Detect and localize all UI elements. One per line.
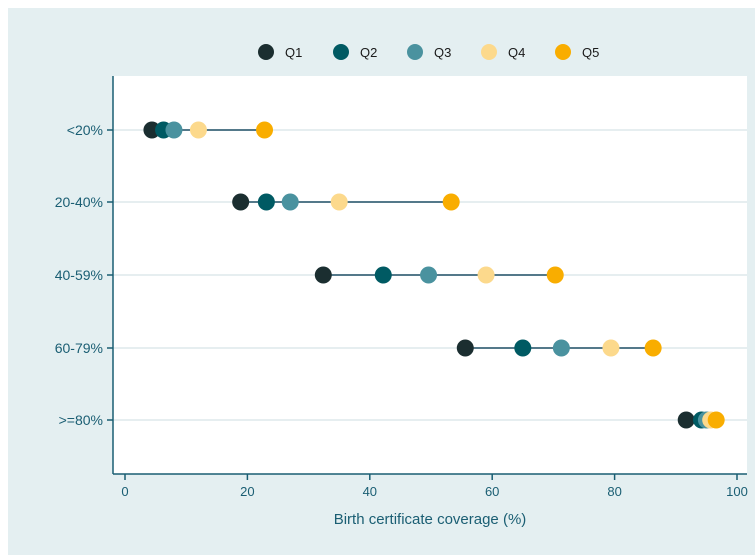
legend-label-q1: Q1 — [285, 45, 302, 60]
data-point-q3 — [552, 339, 570, 357]
category-label: >=80% — [59, 412, 103, 428]
data-point-q3 — [420, 266, 438, 284]
data-point-q4 — [189, 121, 207, 139]
data-point-q1 — [456, 339, 474, 357]
legend-label-q5: Q5 — [582, 45, 599, 60]
x-tick-label: 60 — [485, 484, 499, 499]
data-point-q5 — [644, 339, 662, 357]
legend-marker-q3 — [407, 44, 423, 60]
data-point-q5 — [546, 266, 564, 284]
axes — [107, 76, 747, 480]
data-point-q1 — [677, 411, 695, 429]
legend-marker-q5 — [555, 44, 571, 60]
data-point-q4 — [477, 266, 495, 284]
data-point-q5 — [442, 193, 460, 211]
data-point-q3 — [281, 193, 299, 211]
data-point-q2 — [514, 339, 532, 357]
category-label: 20-40% — [55, 194, 103, 210]
data-points — [143, 121, 725, 429]
data-point-q5 — [707, 411, 725, 429]
data-point-q4 — [602, 339, 620, 357]
data-point-q2 — [374, 266, 392, 284]
x-tick-label: 20 — [240, 484, 254, 499]
legend-marker-q1 — [258, 44, 274, 60]
legend-marker-q2 — [333, 44, 349, 60]
legend: Q1 Q2 Q3 Q4 Q5 — [258, 44, 599, 60]
legend-label-q2: Q2 — [360, 45, 377, 60]
data-point-q3 — [165, 121, 183, 139]
x-tick-label: 40 — [363, 484, 377, 499]
legend-marker-q4 — [481, 44, 497, 60]
data-point-q5 — [256, 121, 274, 139]
x-tick-label: 80 — [607, 484, 621, 499]
data-point-q4 — [330, 193, 348, 211]
x-tick-label: 0 — [121, 484, 128, 499]
axis-labels: <20% 20-40% 40-59% 60-79% >=80% 0 20 40 60 80 100 — [55, 122, 748, 499]
category-label: 40-59% — [55, 267, 103, 283]
data-point-q1 — [143, 121, 161, 139]
data-point-q1 — [314, 266, 332, 284]
data-point-q2 — [257, 193, 275, 211]
legend-label-q3: Q3 — [434, 45, 451, 60]
x-tick-label: 100 — [726, 484, 748, 499]
category-label: <20% — [67, 122, 103, 138]
data-point-q1 — [232, 193, 250, 211]
x-axis-title: Birth certificate coverage (%) — [334, 511, 527, 528]
category-label: 60-79% — [55, 340, 103, 356]
legend-label-q4: Q4 — [508, 45, 525, 60]
